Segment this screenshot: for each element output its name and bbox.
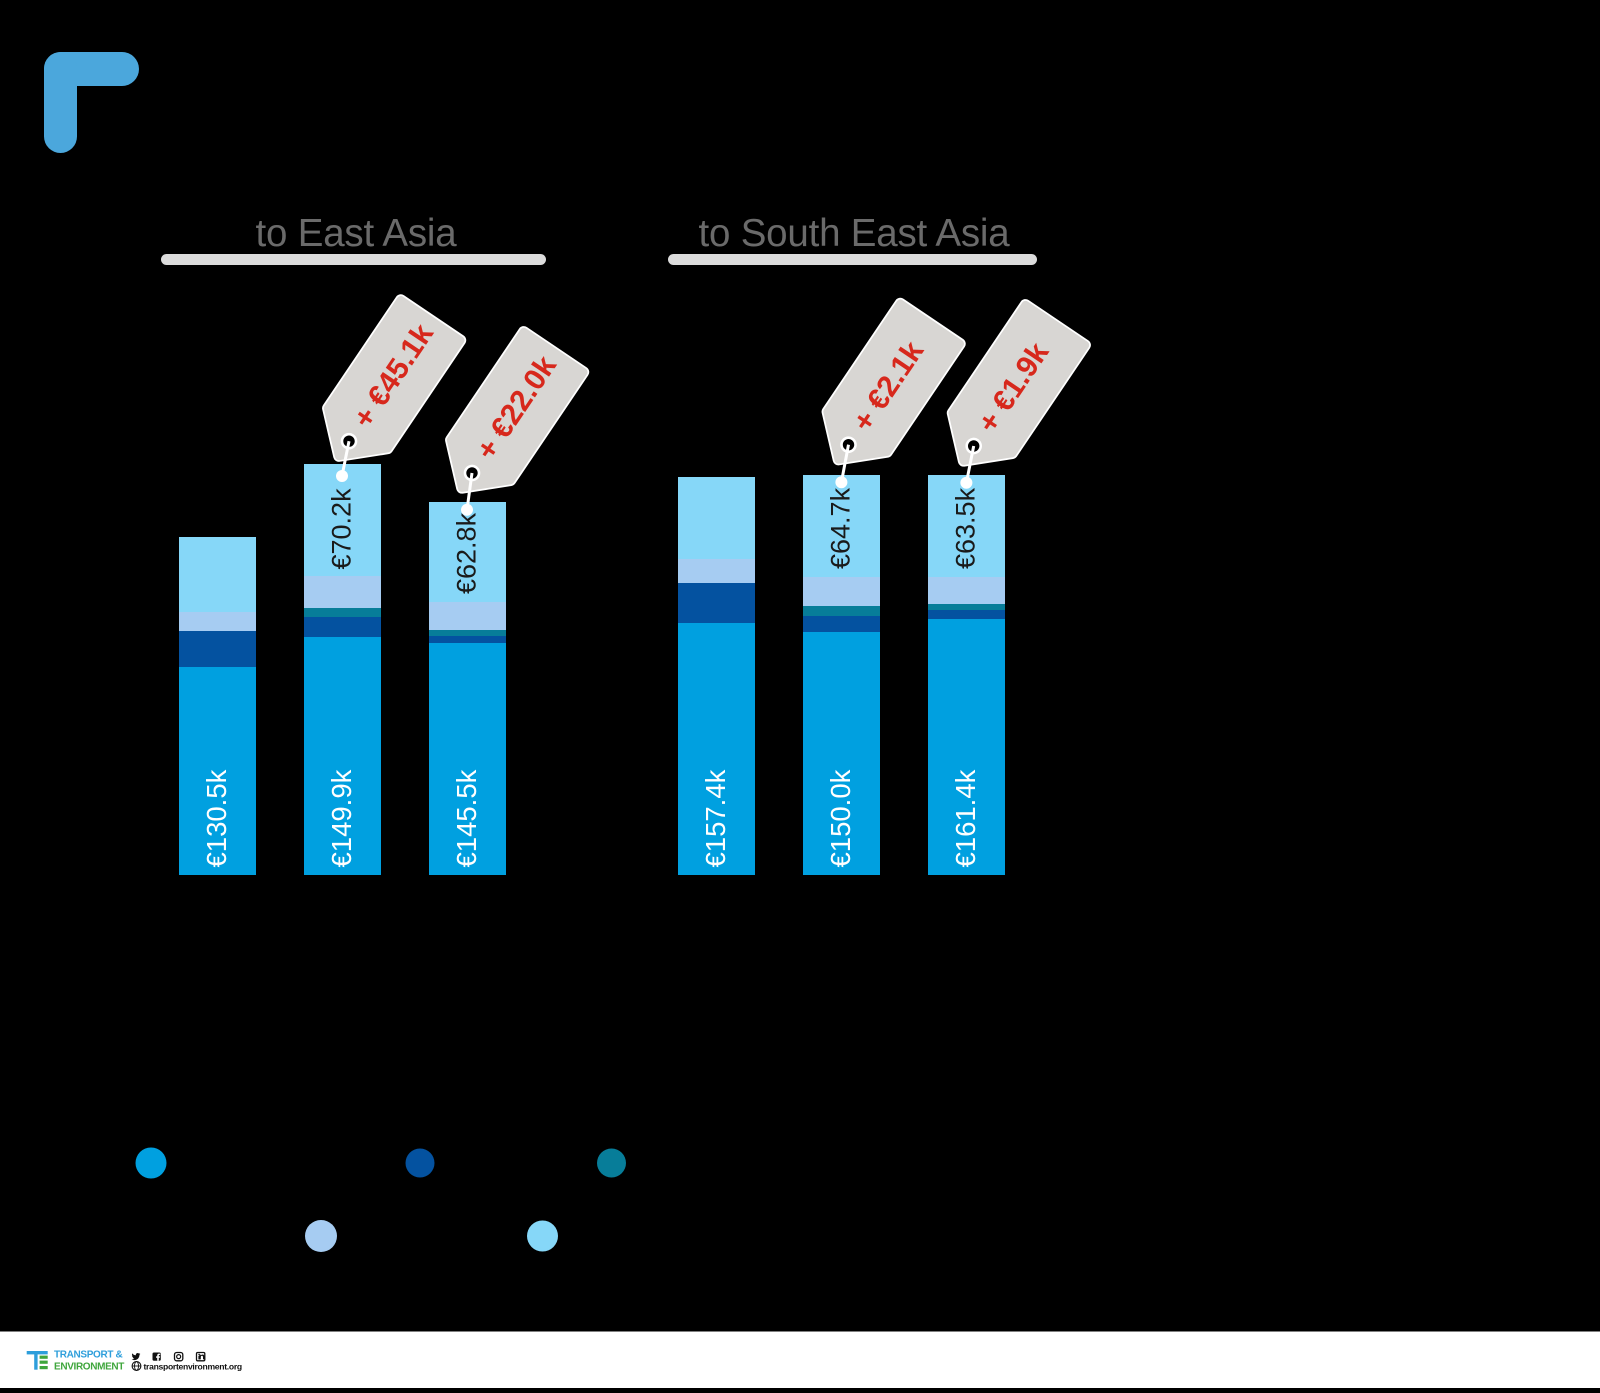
svg-text:€145.5k: €145.5k — [451, 769, 482, 867]
svg-text:€161.4k: €161.4k — [950, 769, 981, 867]
svg-text:€63.5k: €63.5k — [951, 487, 981, 569]
svg-text:€150.0k: €150.0k — [825, 769, 856, 867]
svg-text:transportenvironment.org: transportenvironment.org — [144, 1362, 242, 1372]
svg-text:€64.7k: €64.7k — [826, 487, 856, 569]
svg-text:€70.2k: €70.2k — [327, 488, 357, 570]
svg-text:ENVIRONMENT: ENVIRONMENT — [54, 1361, 124, 1372]
svg-text:to South East Asia: to South East Asia — [698, 212, 1010, 255]
svg-text:€157.4k: €157.4k — [700, 769, 731, 867]
svg-text:TRANSPORT &: TRANSPORT & — [54, 1350, 123, 1361]
svg-text:€130.5k: €130.5k — [201, 769, 232, 867]
svg-text:€149.9k: €149.9k — [326, 769, 357, 867]
svg-text:€62.8k: €62.8k — [452, 512, 482, 594]
svg-text:to East Asia: to East Asia — [256, 212, 458, 255]
